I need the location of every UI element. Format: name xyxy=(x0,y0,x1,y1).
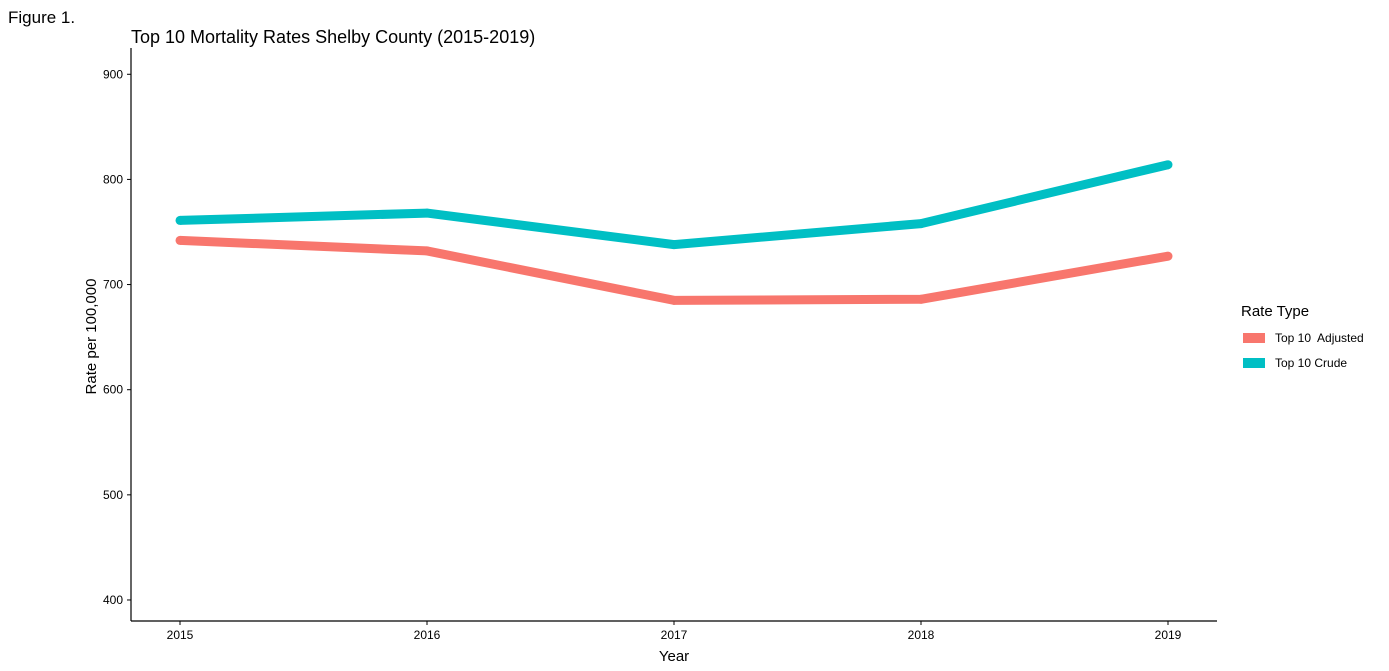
y-tick-label: 900 xyxy=(103,67,123,81)
x-tick-label: 2015 xyxy=(167,628,194,642)
data-point xyxy=(916,219,926,229)
chart-title: Top 10 Mortality Rates Shelby County (20… xyxy=(131,27,535,47)
y-axis-title: Rate per 100,000 xyxy=(83,279,100,395)
series-line-adjusted xyxy=(179,235,1169,305)
x-tick-label: 2018 xyxy=(908,628,935,642)
legend-key xyxy=(1243,333,1265,343)
y-ticks: 400 500 600 700 800 900 xyxy=(103,67,131,607)
data-point xyxy=(175,215,185,225)
legend-label: Top 10 Adjusted xyxy=(1275,331,1364,345)
x-axis-title: Year xyxy=(659,648,689,665)
data-point xyxy=(669,295,679,305)
series-line-crude xyxy=(179,160,1170,250)
figure-label: Figure 1. xyxy=(8,8,76,27)
legend: Rate Type Top 10 Adjusted Top 10 Crude xyxy=(1241,303,1364,370)
y-tick-label: 600 xyxy=(103,383,123,397)
series-lines xyxy=(175,160,1173,305)
y-tick-label: 700 xyxy=(103,278,123,292)
legend-title: Rate Type xyxy=(1241,303,1309,320)
legend-key xyxy=(1243,358,1265,368)
data-point xyxy=(669,240,679,250)
data-point xyxy=(1163,251,1173,261)
y-tick-label: 800 xyxy=(103,172,123,186)
y-tick-label: 500 xyxy=(103,488,123,502)
y-tick-label: 400 xyxy=(103,593,123,607)
x-tick-label: 2019 xyxy=(1155,628,1182,642)
x-ticks: 2015 2016 2017 2018 2019 xyxy=(167,621,1182,642)
data-point xyxy=(916,294,926,304)
legend-entries: Top 10 Adjusted Top 10 Crude xyxy=(1243,331,1364,370)
x-tick-label: 2016 xyxy=(414,628,441,642)
data-point xyxy=(1163,160,1173,170)
x-tick-label: 2017 xyxy=(661,628,688,642)
data-point xyxy=(422,208,432,218)
data-point xyxy=(422,246,432,256)
data-point xyxy=(175,235,185,245)
legend-label: Top 10 Crude xyxy=(1275,356,1347,370)
